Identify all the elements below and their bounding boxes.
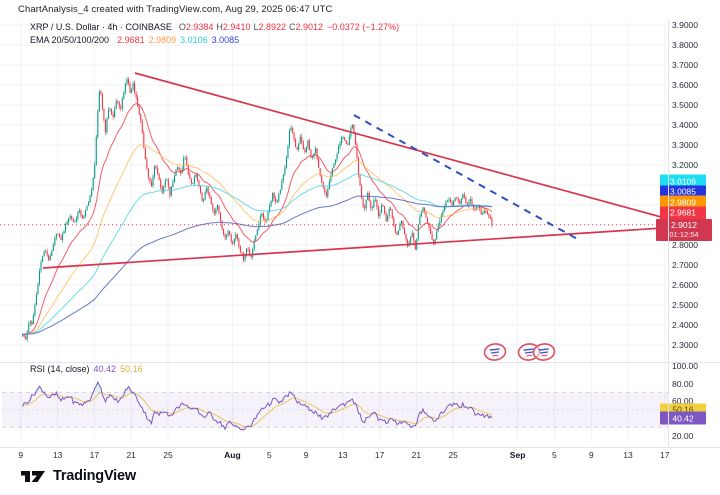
price-tick-label: 2.8000 <box>672 240 698 250</box>
ohlc-letter: C <box>289 22 296 32</box>
ohlc-letter: H <box>216 22 223 32</box>
rsi-tick-label: 80.00 <box>672 378 694 389</box>
rsi-legend-title: RSI (14, close) <box>30 364 90 374</box>
ohlc-value: 2.9384 <box>185 22 214 32</box>
time-tick-label: Sep <box>509 450 526 460</box>
ohlc-letter: L <box>253 22 259 32</box>
price-axis-tag: 3.0106 <box>660 174 706 188</box>
rsi-oversold-fill <box>22 427 492 431</box>
price-tick-label: 3.5000 <box>672 100 698 110</box>
price-axis-tag: 2.9809 <box>660 195 706 209</box>
rsi-ma-value: 50.16 <box>120 364 143 374</box>
price-tick-label: 3.6000 <box>672 80 698 90</box>
price-axis-tag: 3.0085 <box>660 185 706 198</box>
time-tick-label: 13 <box>52 450 63 460</box>
watermark-text: ChartAnalysis_4 created with TradingView… <box>18 4 333 15</box>
price-tick-label: 2.4000 <box>672 320 698 330</box>
rsi-tick-label: 100.00 <box>672 361 698 371</box>
ohlc-value: 2.9012 <box>295 22 324 32</box>
rsi-legend[interactable]: RSI (14, close) 40.42 50.16 <box>30 364 143 374</box>
ema-value-200: 3.0085 <box>211 35 240 45</box>
time-tick-label: 25 <box>163 450 173 460</box>
trendline-ascending-support[interactable] <box>42 226 673 269</box>
price-tick-label: 3.7000 <box>672 60 698 70</box>
ema-legend[interactable]: EMA 20/50/100/200 2.9681 2.9809 3.0106 3.00… <box>30 35 239 45</box>
ema-legend-title: EMA 20/50/100/200 <box>30 35 110 45</box>
time-tick-label: 5 <box>266 450 272 460</box>
bar-countdown: 01:12:54 <box>669 230 699 239</box>
time-tick-label: 21 <box>126 450 136 460</box>
axis-separator-vertical <box>668 20 669 447</box>
ohlc-values: O2.9384 H2.9410 L2.8922 C2.9012 <box>176 22 323 32</box>
price-tick-label: 2.5000 <box>672 300 698 310</box>
time-tick-label: 5 <box>552 450 557 460</box>
tradingview-logo-icon <box>21 471 45 482</box>
rsi-tick-label: 20.00 <box>672 431 694 441</box>
rsi-value: 40.42 <box>93 364 117 374</box>
ema-value-20: 2.9681 <box>117 35 145 45</box>
time-tick-label: 17 <box>89 450 100 460</box>
time-scale[interactable]: 9 13 17 21 25 Aug 5 9 13 17 21 25 Sep 5 9 13 17 <box>0 447 720 465</box>
stamp-annotation[interactable] <box>483 343 507 361</box>
time-axis-separator <box>0 447 720 448</box>
time-tick-label: Aug <box>224 450 241 460</box>
trendline-descending-resistance[interactable] <box>134 72 673 221</box>
price-tick-label: 2.3000 <box>672 340 698 350</box>
price-tick-label: 3.2000 <box>672 160 698 170</box>
price-tick-label: 2.7000 <box>672 260 698 270</box>
price-axis-tag: 2.9681 <box>660 206 706 219</box>
price-tick-label: 3.8000 <box>672 40 698 50</box>
rsi-overbought-fill <box>22 382 492 393</box>
ema-values: 2.9681 2.9809 3.0106 3.0085 <box>113 35 239 45</box>
time-tick-label: 21 <box>411 450 422 460</box>
tradingview-logo-text: TradingView <box>53 468 136 484</box>
last-price-tag: 2.9012 01:12:54 <box>656 219 712 241</box>
price-scale[interactable]: 3.9000 3.8000 3.7000 3.6000 3.5000 3.4000 3.30… <box>656 0 720 447</box>
rsi-line <box>22 380 493 431</box>
last-price-value: 2.9012 <box>671 220 697 230</box>
ema-50-line <box>22 143 493 335</box>
rsi-tick-label: 60.00 <box>672 396 694 406</box>
candles-layer <box>22 76 493 342</box>
time-tick-label: 9 <box>18 450 24 460</box>
ema-200-line <box>22 195 492 335</box>
symbol-title[interactable]: XRP / U.S. Dollar · 4h · COINBASE <box>30 22 172 32</box>
time-tick-label: 13 <box>623 450 633 460</box>
price-tick-label: 3.4000 <box>672 120 698 130</box>
price-tick-label: 3.3000 <box>672 140 698 150</box>
time-tick-label: 9 <box>588 450 594 460</box>
ohlc-value: 2.8922 <box>258 22 286 32</box>
grid-lines <box>0 22 668 442</box>
ema-100-line <box>22 173 493 335</box>
time-tick-label: 17 <box>660 450 670 460</box>
rsi-ma-line <box>22 391 493 428</box>
rsi-axis-tag: 40.42 <box>660 411 706 425</box>
change-value: −0.0372 (−1.27%) <box>327 22 400 32</box>
price-tick-label: 3.9000 <box>672 20 698 30</box>
time-tick-label: 9 <box>303 450 309 460</box>
ema-value-100: 3.0106 <box>180 35 208 45</box>
time-tick-label: 13 <box>338 450 348 460</box>
ema-value-50: 2.9809 <box>148 35 177 45</box>
tradingview-logo[interactable]: TradingView <box>20 467 136 485</box>
ema-20-line <box>22 103 493 336</box>
ohlc-letter: O <box>178 22 186 32</box>
price-tick-label: 2.6000 <box>672 280 698 290</box>
time-tick-label: 17 <box>374 450 385 460</box>
stamp-annotation[interactable] <box>532 343 556 361</box>
symbol-legend[interactable]: XRP / U.S. Dollar · 4h · COINBASE O2.938… <box>30 22 399 32</box>
ohlc-value: 2.9410 <box>222 22 251 32</box>
pane-separator[interactable] <box>0 362 720 363</box>
time-tick-label: 25 <box>448 450 458 460</box>
dashed-projection-line[interactable] <box>353 114 578 240</box>
